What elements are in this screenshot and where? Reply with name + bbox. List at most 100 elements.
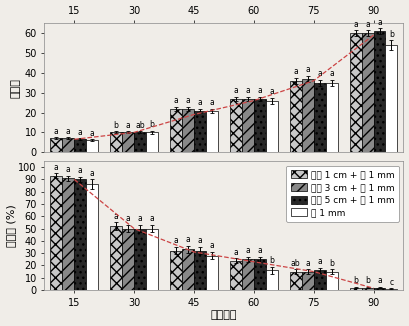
Text: a: a	[78, 167, 83, 175]
Bar	[86, 184, 98, 290]
Text: a: a	[90, 169, 94, 178]
Bar	[362, 33, 373, 152]
Text: a: a	[90, 129, 94, 138]
Bar	[314, 270, 326, 290]
Text: a: a	[186, 235, 190, 244]
Bar	[290, 81, 302, 152]
Bar	[122, 132, 134, 152]
Text: a: a	[353, 20, 358, 29]
Text: b: b	[353, 276, 358, 285]
Legend: 모래 1 cm + 퉘 1 mm, 모래 3 cm + 퉘 1 mm, 모래 5 cm + 퉘 1 mm, 퉘 1 mm: 모래 1 cm + 퉘 1 mm, 모래 3 cm + 퉘 1 mm, 모래 5…	[286, 166, 399, 222]
Bar	[50, 176, 62, 290]
Bar	[62, 138, 74, 152]
Text: a: a	[54, 163, 59, 172]
Bar	[62, 178, 74, 290]
Bar	[206, 256, 218, 290]
Text: a: a	[234, 86, 238, 95]
Text: a: a	[377, 18, 382, 27]
Text: a: a	[174, 236, 178, 245]
Bar	[290, 272, 302, 290]
Bar	[254, 259, 266, 290]
Text: a: a	[54, 127, 59, 136]
Text: a: a	[66, 165, 71, 174]
Text: a: a	[209, 98, 214, 107]
Bar	[122, 229, 134, 290]
Text: c: c	[389, 278, 393, 287]
Text: a: a	[317, 257, 322, 266]
Text: a: a	[270, 87, 274, 96]
Bar	[326, 272, 337, 290]
Text: a: a	[245, 86, 250, 95]
Text: a: a	[114, 212, 119, 221]
Bar	[110, 226, 122, 290]
Bar	[74, 139, 86, 152]
Bar	[350, 288, 362, 290]
Bar	[194, 251, 206, 290]
Text: a: a	[293, 67, 298, 76]
Text: b: b	[365, 276, 370, 285]
Text: a: a	[209, 241, 214, 250]
Bar	[230, 260, 242, 290]
Text: b: b	[329, 259, 334, 268]
Text: a: a	[305, 65, 310, 74]
Bar	[146, 229, 158, 290]
Bar	[242, 259, 254, 290]
Text: b: b	[389, 30, 394, 38]
Bar	[170, 251, 182, 290]
Bar	[254, 99, 266, 152]
Bar	[373, 288, 386, 290]
Text: a: a	[150, 215, 155, 223]
Text: a: a	[305, 259, 310, 268]
Bar	[326, 83, 337, 152]
Text: a: a	[198, 98, 202, 107]
Text: ab: ab	[135, 121, 145, 130]
Text: a: a	[257, 246, 262, 255]
Text: b: b	[114, 121, 119, 130]
Bar	[50, 138, 62, 152]
Y-axis label: 생존율 (%): 생존율 (%)	[6, 204, 16, 247]
Text: a: a	[186, 96, 190, 105]
Text: a: a	[257, 86, 262, 95]
Text: ab: ab	[291, 259, 301, 268]
X-axis label: 사육일수: 사육일수	[211, 310, 237, 320]
Bar	[266, 101, 278, 152]
Y-axis label: 체절수: 체절수	[10, 78, 20, 98]
Text: a: a	[138, 215, 142, 223]
Text: b: b	[270, 256, 274, 265]
Bar	[230, 99, 242, 152]
Bar	[266, 270, 278, 290]
Text: a: a	[78, 128, 83, 137]
Bar	[74, 179, 86, 290]
Bar	[146, 132, 158, 152]
Text: a: a	[198, 236, 202, 245]
Bar	[182, 109, 194, 152]
Text: a: a	[174, 96, 178, 105]
Bar	[302, 79, 314, 152]
Text: b: b	[150, 120, 155, 129]
Bar	[242, 99, 254, 152]
Text: a: a	[66, 127, 71, 136]
Bar	[206, 111, 218, 152]
Text: a: a	[245, 246, 250, 255]
Bar	[86, 140, 98, 152]
Bar	[350, 33, 362, 152]
Text: a: a	[234, 247, 238, 257]
Bar	[134, 132, 146, 152]
Bar	[314, 83, 326, 152]
Bar	[194, 111, 206, 152]
Text: a: a	[317, 69, 322, 78]
Bar	[170, 109, 182, 152]
Bar	[386, 289, 398, 290]
Bar	[134, 229, 146, 290]
Text: a: a	[377, 276, 382, 285]
Text: a: a	[365, 20, 370, 29]
Bar	[302, 272, 314, 290]
Text: a: a	[126, 121, 130, 130]
Text: a: a	[126, 215, 130, 223]
Bar	[373, 31, 386, 152]
Text: a: a	[329, 69, 334, 78]
Bar	[386, 45, 398, 152]
Bar	[182, 249, 194, 290]
Bar	[110, 132, 122, 152]
Bar	[362, 288, 373, 290]
